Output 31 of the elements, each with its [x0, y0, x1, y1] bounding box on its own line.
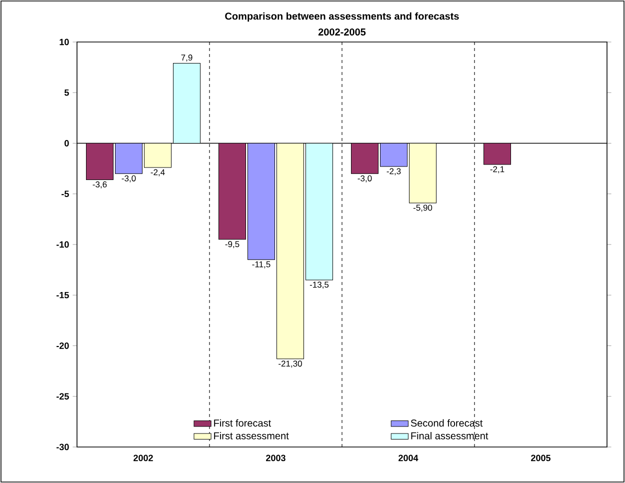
- legend-label: First forecast: [214, 419, 272, 427]
- legend-label: First assessment: [214, 432, 289, 440]
- legend-label: Second forecast: [410, 419, 483, 427]
- data-label: 7,9: [181, 54, 192, 62]
- x-tick-label: 2004: [398, 454, 418, 462]
- y-tick-label: 10: [60, 38, 69, 46]
- y-tick-label: -20: [56, 342, 69, 349]
- data-label: -3,0: [358, 175, 372, 182]
- x-tick-label: 2002: [134, 454, 153, 462]
- y-tick-label: 0: [64, 140, 69, 146]
- y-tick-label: -25: [56, 393, 69, 400]
- data-label: -3,6: [92, 181, 107, 188]
- x-tick-label: 2005: [531, 454, 551, 462]
- y-tick-label: -10: [56, 241, 69, 248]
- legend-label: Final assessment: [411, 432, 488, 440]
- data-label: -13,5: [310, 282, 329, 289]
- y-tick-label: -15: [56, 292, 69, 298]
- y-tick-label: -30: [56, 444, 69, 450]
- data-label: -9,5: [225, 241, 240, 248]
- data-label: -5,90: [413, 204, 432, 212]
- x-tick-label: 2003: [266, 454, 286, 462]
- data-label: -2,3: [386, 168, 401, 176]
- data-label: -21,30: [278, 360, 302, 368]
- y-tick-label: -5: [62, 190, 69, 198]
- data-label: -3,0: [122, 175, 136, 182]
- chart-subtitle: 2002-2005: [318, 28, 366, 36]
- data-label: -2,1: [490, 166, 504, 174]
- chart-title: Comparison between assessments and forecasts: [225, 12, 459, 22]
- y-tick-label: 5: [64, 89, 69, 96]
- data-label: -2,4: [150, 169, 165, 176]
- data-label: -11,5: [252, 261, 270, 268]
